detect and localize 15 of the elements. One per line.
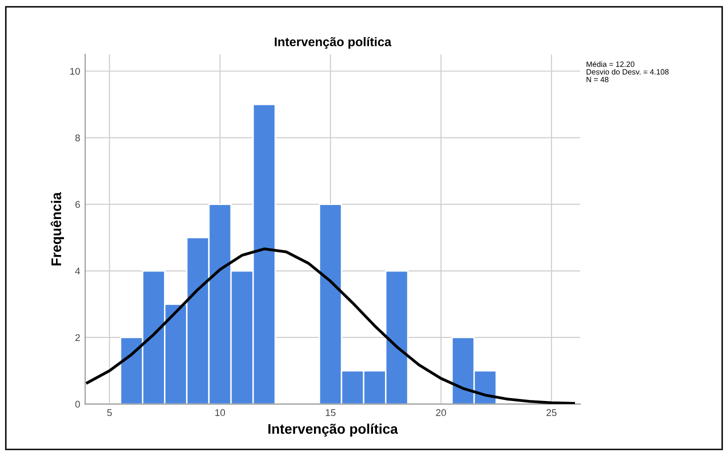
x-axis-title: Intervenção política [268,424,398,437]
line-series [86,248,575,404]
x-tick-label: 25 [546,409,556,416]
chart-title: Intervenção política [274,36,392,49]
x-tick-label: 10 [215,409,226,416]
x-tick-label: 20 [436,409,446,416]
x-tick-label: 15 [326,409,336,416]
y-tick-label: 2 [75,334,80,341]
y-tick-label: 0 [75,400,80,408]
y-tick-label: 4 [75,268,80,274]
y-axis-title: Frequência [50,192,64,266]
y-tick-label: 8 [75,134,80,142]
x-tick-label: 5 [107,409,112,416]
y-tick-label: 6 [75,201,80,208]
y-tick-label: 10 [70,68,80,75]
